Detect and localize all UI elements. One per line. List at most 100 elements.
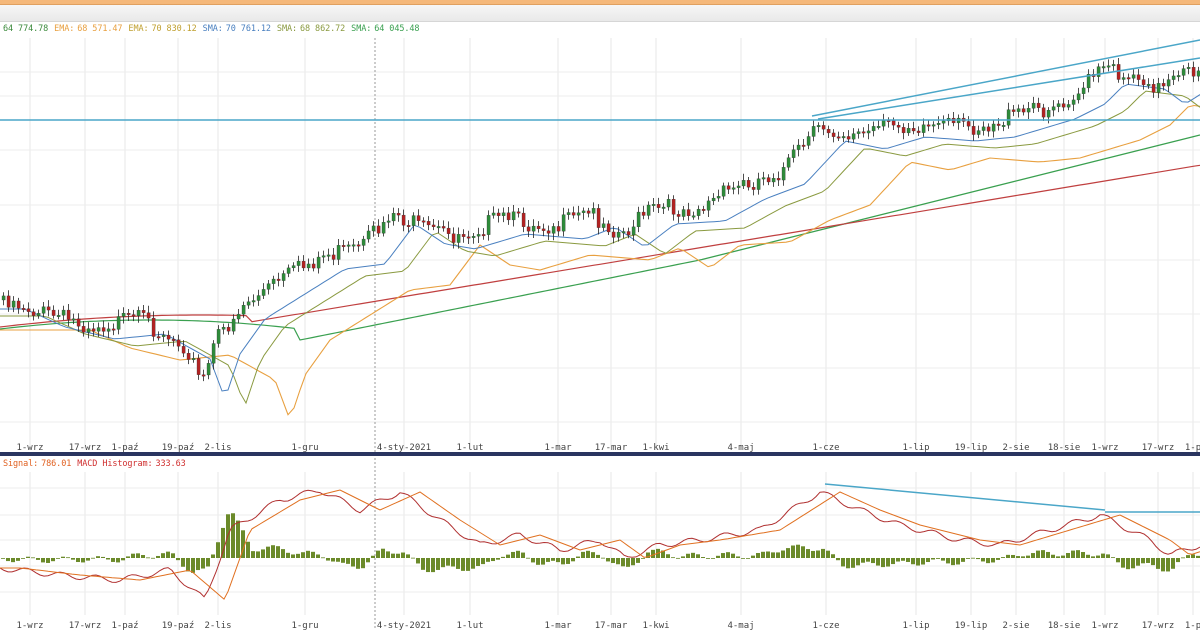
- candle-body: [496, 212, 501, 216]
- date-label-price: 18-sie: [1048, 443, 1081, 453]
- macd-histogram-bar: [271, 545, 275, 558]
- macd-histogram-bar: [501, 556, 505, 558]
- macd-histogram-bar: [376, 550, 380, 558]
- macd-histogram-bar: [316, 554, 320, 558]
- macd-histogram-bar: [86, 558, 90, 561]
- macd-histogram-bar: [236, 520, 240, 558]
- candle-body: [611, 231, 616, 238]
- candle-body: [1046, 109, 1051, 118]
- macd-histogram-bar: [1066, 552, 1070, 558]
- candle-body: [701, 208, 706, 211]
- macd-histogram-bar: [16, 558, 20, 561]
- candle-body: [581, 210, 586, 213]
- candle-body: [1171, 75, 1176, 80]
- candle-body: [1, 295, 6, 301]
- candle-body: [191, 358, 196, 361]
- macd-histogram-bar: [1086, 554, 1090, 558]
- date-label-macd: 4-sty-2021: [377, 621, 431, 630]
- macd-histogram-bar: [1131, 558, 1135, 569]
- macd-histogram-bar: [786, 548, 790, 558]
- candle-body: [156, 336, 161, 339]
- candle-body: [726, 185, 731, 190]
- candle-body: [756, 178, 761, 190]
- macd-histogram-bar: [1151, 558, 1155, 566]
- macd-histogram-bar: [441, 558, 445, 568]
- candle-body: [341, 245, 346, 247]
- date-label-macd: 1-p: [1185, 621, 1200, 630]
- candle-body: [941, 120, 946, 124]
- macd-histogram-bar: [21, 558, 25, 559]
- candle-body: [771, 178, 776, 183]
- candle-body: [1096, 66, 1101, 77]
- macd-histogram-bar: [791, 545, 795, 558]
- candle-body: [986, 126, 991, 132]
- candle-body: [781, 167, 786, 181]
- macd-histogram-bar: [761, 551, 765, 558]
- macd-histogram-bar: [281, 549, 285, 558]
- candle-body: [981, 126, 986, 131]
- macd-histogram-bar: [326, 558, 330, 561]
- date-label-price: 19-paź: [162, 443, 195, 453]
- candle-body: [826, 129, 831, 134]
- candle-body: [476, 234, 481, 237]
- candle-body: [1151, 84, 1156, 93]
- date-label-price: 1-kwi: [642, 443, 669, 453]
- macd-histogram-bar: [176, 558, 180, 561]
- candle-body: [601, 223, 606, 228]
- candle-body: [711, 197, 716, 202]
- toolbar-strip: [0, 5, 1200, 22]
- candle-body: [126, 313, 131, 315]
- macd-histogram-bar: [61, 556, 65, 558]
- macd-histogram-bar: [796, 544, 800, 558]
- candle-body: [51, 309, 56, 316]
- macd-histogram-bar: [201, 558, 205, 569]
- macd-histogram-bar: [1076, 550, 1080, 558]
- pane-divider[interactable]: [0, 452, 1200, 456]
- macd-histogram-bar: [56, 558, 60, 559]
- macd-histogram-bar: [76, 558, 80, 563]
- macd-histogram-bar: [846, 558, 850, 569]
- macd-histogram-bar: [1091, 556, 1095, 558]
- candle-body: [646, 204, 651, 216]
- candle-body: [381, 222, 386, 234]
- candle-body: [336, 245, 341, 260]
- macd-histogram-bar: [616, 558, 620, 565]
- macd-histogram-bar: [1051, 554, 1055, 558]
- macd-histogram-bar: [331, 558, 335, 562]
- macd-histogram-bar: [421, 558, 425, 570]
- date-label-macd: 2-lis: [204, 621, 231, 630]
- macd-histogram-bar: [891, 558, 895, 565]
- macd-histogram-bar: [981, 558, 985, 562]
- macd-histogram-bar: [141, 555, 145, 558]
- candle-body: [471, 236, 476, 238]
- macd-histogram-bar: [621, 558, 625, 567]
- macd-histogram-bar: [276, 546, 280, 558]
- candle-body: [176, 339, 181, 347]
- macd-histogram-bar: [401, 552, 405, 558]
- date-label-price: 1-p: [1185, 443, 1200, 453]
- macd-histogram-bar: [671, 557, 675, 559]
- candle-body: [1136, 74, 1141, 80]
- macd-label: Signal:: [3, 459, 39, 469]
- candle-body: [626, 231, 631, 236]
- macd-histogram-bar: [381, 548, 385, 558]
- candle-body: [361, 238, 366, 246]
- macd-histogram-bar: [516, 550, 520, 558]
- macd-histogram-bar: [286, 552, 290, 558]
- candle-body: [511, 211, 516, 221]
- candle-body: [1041, 107, 1046, 118]
- candle-body: [46, 306, 51, 311]
- candle-body: [586, 210, 591, 214]
- macd-histogram-bar: [881, 558, 885, 568]
- candle-body: [131, 314, 136, 317]
- date-label-price: 2-sie: [1002, 443, 1029, 453]
- candle-body: [1181, 68, 1186, 76]
- candle-body: [246, 301, 251, 306]
- candle-body: [16, 300, 21, 309]
- candle-body: [501, 212, 506, 216]
- macd-histogram-bar: [181, 558, 185, 567]
- macd-histogram-bar: [321, 557, 325, 559]
- macd-histogram-bar: [356, 558, 360, 569]
- macd-histogram-bar: [306, 550, 310, 558]
